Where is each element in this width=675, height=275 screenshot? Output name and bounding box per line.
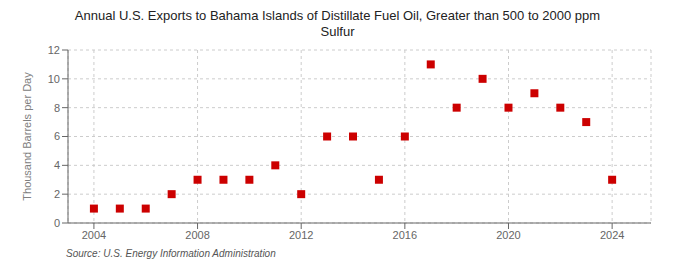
svg-text:6: 6 [54, 130, 60, 142]
svg-text:10: 10 [48, 73, 60, 85]
svg-text:12: 12 [48, 44, 60, 56]
svg-text:Thousand Barrels per Day: Thousand Barrels per Day [21, 72, 33, 201]
svg-text:2016: 2016 [393, 229, 417, 241]
svg-text:8: 8 [54, 102, 60, 114]
svg-text:2008: 2008 [185, 229, 209, 241]
svg-text:0: 0 [54, 217, 60, 229]
svg-text:4: 4 [54, 159, 60, 171]
html-text:Source: U.S. Energy Informatio: Source: U.S. Energy Information Administ… [66, 248, 276, 259]
svg-text:2024: 2024 [600, 229, 624, 241]
svg-text:2020: 2020 [496, 229, 520, 241]
html-text:Annual U.S. Exports to Bahama: Annual U.S. Exports to Bahama Islands of… [74, 8, 601, 39]
svg-text:2004: 2004 [82, 229, 106, 241]
svg-text:2: 2 [54, 188, 60, 200]
svg-text:2012: 2012 [289, 229, 313, 241]
